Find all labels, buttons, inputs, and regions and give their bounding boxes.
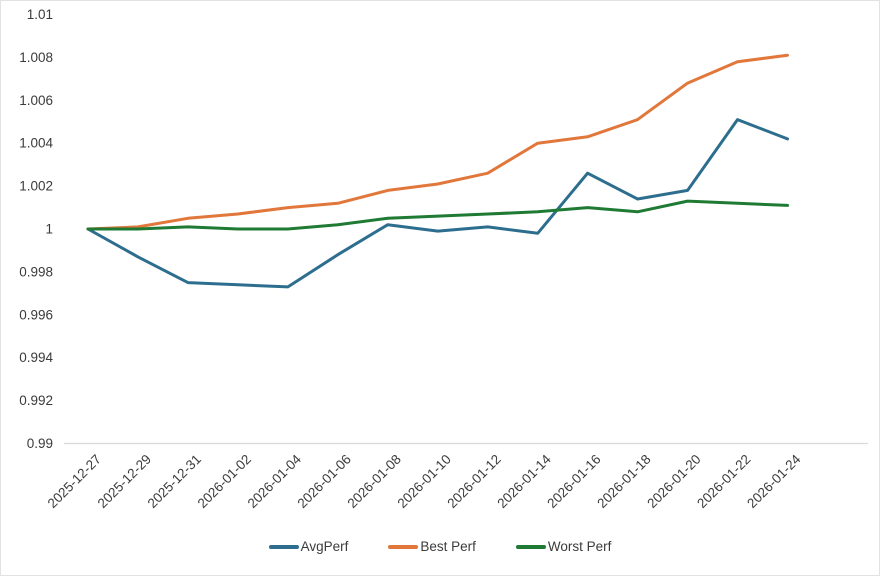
legend-label-worst-perf: Worst Perf: [547, 539, 612, 554]
legend-swatch-best-perf-icon: [388, 544, 419, 549]
y-axis-tick-label: 1.008: [19, 50, 53, 65]
legend-label-avgperf: AvgPerf: [300, 539, 349, 554]
legend-item-worst-perf: Worst Perf: [515, 539, 612, 554]
y-axis-tick-label: 1.004: [19, 136, 53, 151]
y-axis-tick-label: 0.992: [19, 393, 53, 408]
y-axis-tick-label: 0.996: [19, 307, 53, 322]
series-line-worst-perf: [86, 199, 789, 231]
chart-legend: AvgPerf Best Perf Worst Perf: [1, 539, 879, 554]
x-axis-tick-label: 2026-01-24: [744, 451, 804, 511]
y-axis-tick-label: 0.998: [19, 264, 53, 279]
y-axis-tick-label: 1.002: [19, 179, 53, 194]
legend-item-best-perf: Best Perf: [388, 539, 476, 554]
legend-item-avgperf: AvgPerf: [268, 539, 349, 554]
y-axis-tick-label: 1.006: [19, 93, 53, 108]
series-line-best-perf: [86, 53, 789, 231]
legend-swatch-worst-perf-icon: [515, 544, 546, 549]
y-axis-tick-label: 1.01: [27, 7, 53, 22]
legend-swatch-avgperf-icon: [268, 544, 299, 549]
y-axis-tick-label: 0.994: [19, 350, 53, 365]
legend-label-best-perf: Best Perf: [420, 539, 476, 554]
series-line-avgperf: [86, 118, 789, 289]
y-axis-tick-label: 1: [45, 222, 53, 237]
y-axis-tick-label: 0.99: [27, 436, 53, 451]
